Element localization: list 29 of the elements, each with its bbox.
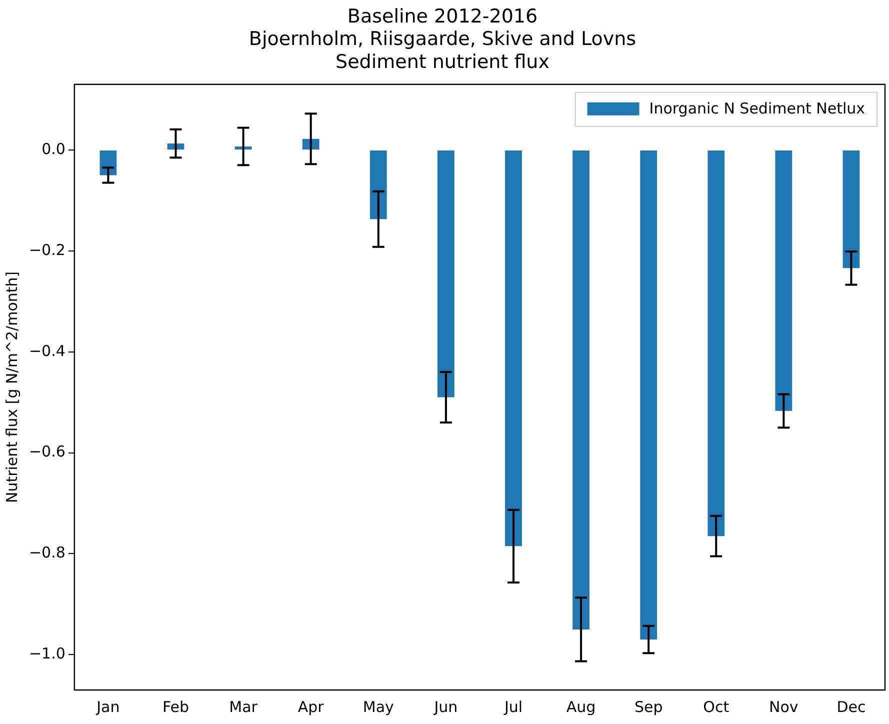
y-tick-label: −0.6 <box>28 442 66 461</box>
chart-title: Baseline 2012-2016 Bjoernholm, Riisgaarde, Skive and Lovns Sediment nutrient flux <box>248 5 636 73</box>
y-tick-label: −1.0 <box>28 644 66 663</box>
bar <box>708 150 725 536</box>
x-tick-label: Jan <box>96 698 120 716</box>
legend-label: Inorganic N Sediment Netlux <box>649 99 866 118</box>
x-tick-label: Dec <box>836 698 866 716</box>
y-tick-label: −0.4 <box>28 342 66 360</box>
y-tick-label: −0.8 <box>28 544 66 562</box>
x-tick-label: Oct <box>703 698 730 716</box>
x-tick-label: Jul <box>503 698 523 716</box>
bar <box>505 150 522 546</box>
x-tick-label: Nov <box>769 698 798 716</box>
y-axis-title: Nutrient flux [g N/m^2/month] <box>2 271 21 504</box>
bar <box>775 150 792 411</box>
x-tick-label: Apr <box>298 698 325 716</box>
x-tick-label: Mar <box>229 698 258 716</box>
bar <box>437 150 454 398</box>
x-tick-label: Jun <box>433 698 458 716</box>
bar <box>842 150 860 268</box>
x-tick-label: May <box>362 698 394 716</box>
x-tick-label: Aug <box>566 698 596 716</box>
bar <box>370 150 387 220</box>
bar <box>640 150 658 640</box>
y-tick-label: 0.0 <box>42 140 66 158</box>
y-tick-label: −0.2 <box>28 240 66 259</box>
x-tick-label: Sep <box>634 698 663 716</box>
x-tick-label: Feb <box>162 698 190 716</box>
bar <box>572 150 590 630</box>
